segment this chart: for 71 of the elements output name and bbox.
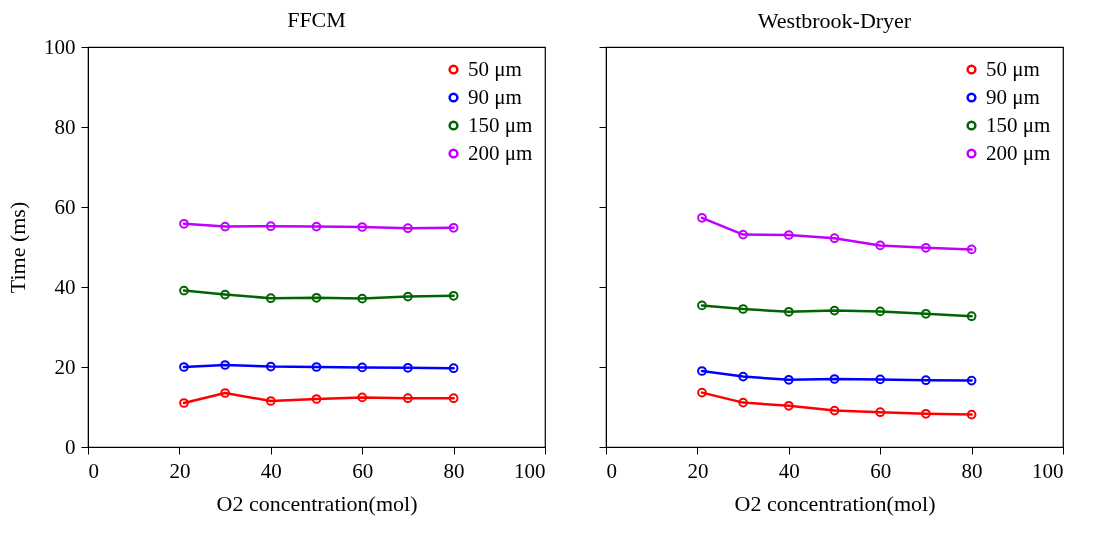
point <box>311 394 322 404</box>
point <box>403 291 413 302</box>
y-tick-label: 80 <box>54 114 76 139</box>
point <box>921 308 931 319</box>
x-tick-label: 100 <box>1032 458 1064 483</box>
point <box>829 233 840 244</box>
x-tick-label: 100 <box>514 458 546 483</box>
point <box>265 361 276 372</box>
y-tick-label: 60 <box>54 194 76 219</box>
legend-label: 50 μm <box>986 56 1040 81</box>
point <box>875 407 886 418</box>
point <box>921 242 931 253</box>
point <box>220 360 230 370</box>
point <box>220 388 230 398</box>
point <box>220 289 230 300</box>
point <box>357 362 368 373</box>
x-tick-label: 0 <box>606 458 617 483</box>
x-tick-label: 0 <box>88 458 99 483</box>
x-tick-label: 40 <box>778 458 800 483</box>
x-tick-label: 80 <box>961 458 983 483</box>
chart-title: Westbrook-Dryer <box>757 7 912 33</box>
point <box>311 292 322 303</box>
point <box>311 362 322 372</box>
point <box>311 221 322 232</box>
legend-label: 150 μm <box>986 112 1051 137</box>
x-axis-title: O2 concentration(mol) <box>734 490 936 516</box>
legend-label: 200 μm <box>986 140 1051 165</box>
legend-label: 200 μm <box>468 140 533 165</box>
point <box>357 222 368 232</box>
y-tick-label: 100 <box>44 34 76 59</box>
point <box>783 306 794 317</box>
point <box>403 362 413 373</box>
point <box>783 374 794 385</box>
point <box>738 397 748 408</box>
point <box>829 305 840 316</box>
point <box>265 396 276 406</box>
point <box>357 293 368 304</box>
point <box>875 374 886 385</box>
point <box>738 371 748 382</box>
y-tick-label: 0 <box>65 434 76 459</box>
legend-label: 90 μm <box>468 84 522 109</box>
y-tick-label: 40 <box>54 274 76 299</box>
chart-title: FFCM <box>287 7 346 32</box>
x-tick-label: 20 <box>169 458 191 483</box>
y-tick-label: 20 <box>54 354 76 379</box>
legend-label: 50 μm <box>468 56 522 81</box>
point <box>265 221 276 232</box>
point <box>829 374 840 384</box>
point <box>921 375 931 386</box>
x-tick-label: 20 <box>687 458 709 483</box>
x-axis-title: O2 concentration(mol) <box>216 490 418 516</box>
legend-label: 150 μm <box>468 112 533 137</box>
x-tick-label: 60 <box>352 458 374 483</box>
point <box>875 306 886 317</box>
y-axis-title: Time (ms) <box>5 201 30 294</box>
x-tick-label: 40 <box>260 458 282 483</box>
point <box>829 405 840 416</box>
point <box>921 408 931 419</box>
point <box>738 304 748 314</box>
x-tick-label: 80 <box>443 458 465 483</box>
point <box>220 221 230 232</box>
legend-label: 90 μm <box>986 84 1040 109</box>
point <box>875 240 886 251</box>
x-tick-label: 60 <box>870 458 892 483</box>
point <box>403 393 413 404</box>
point <box>738 229 748 240</box>
point <box>357 392 368 403</box>
point <box>783 400 794 411</box>
point <box>265 293 276 304</box>
point <box>783 230 794 240</box>
point <box>403 223 413 234</box>
